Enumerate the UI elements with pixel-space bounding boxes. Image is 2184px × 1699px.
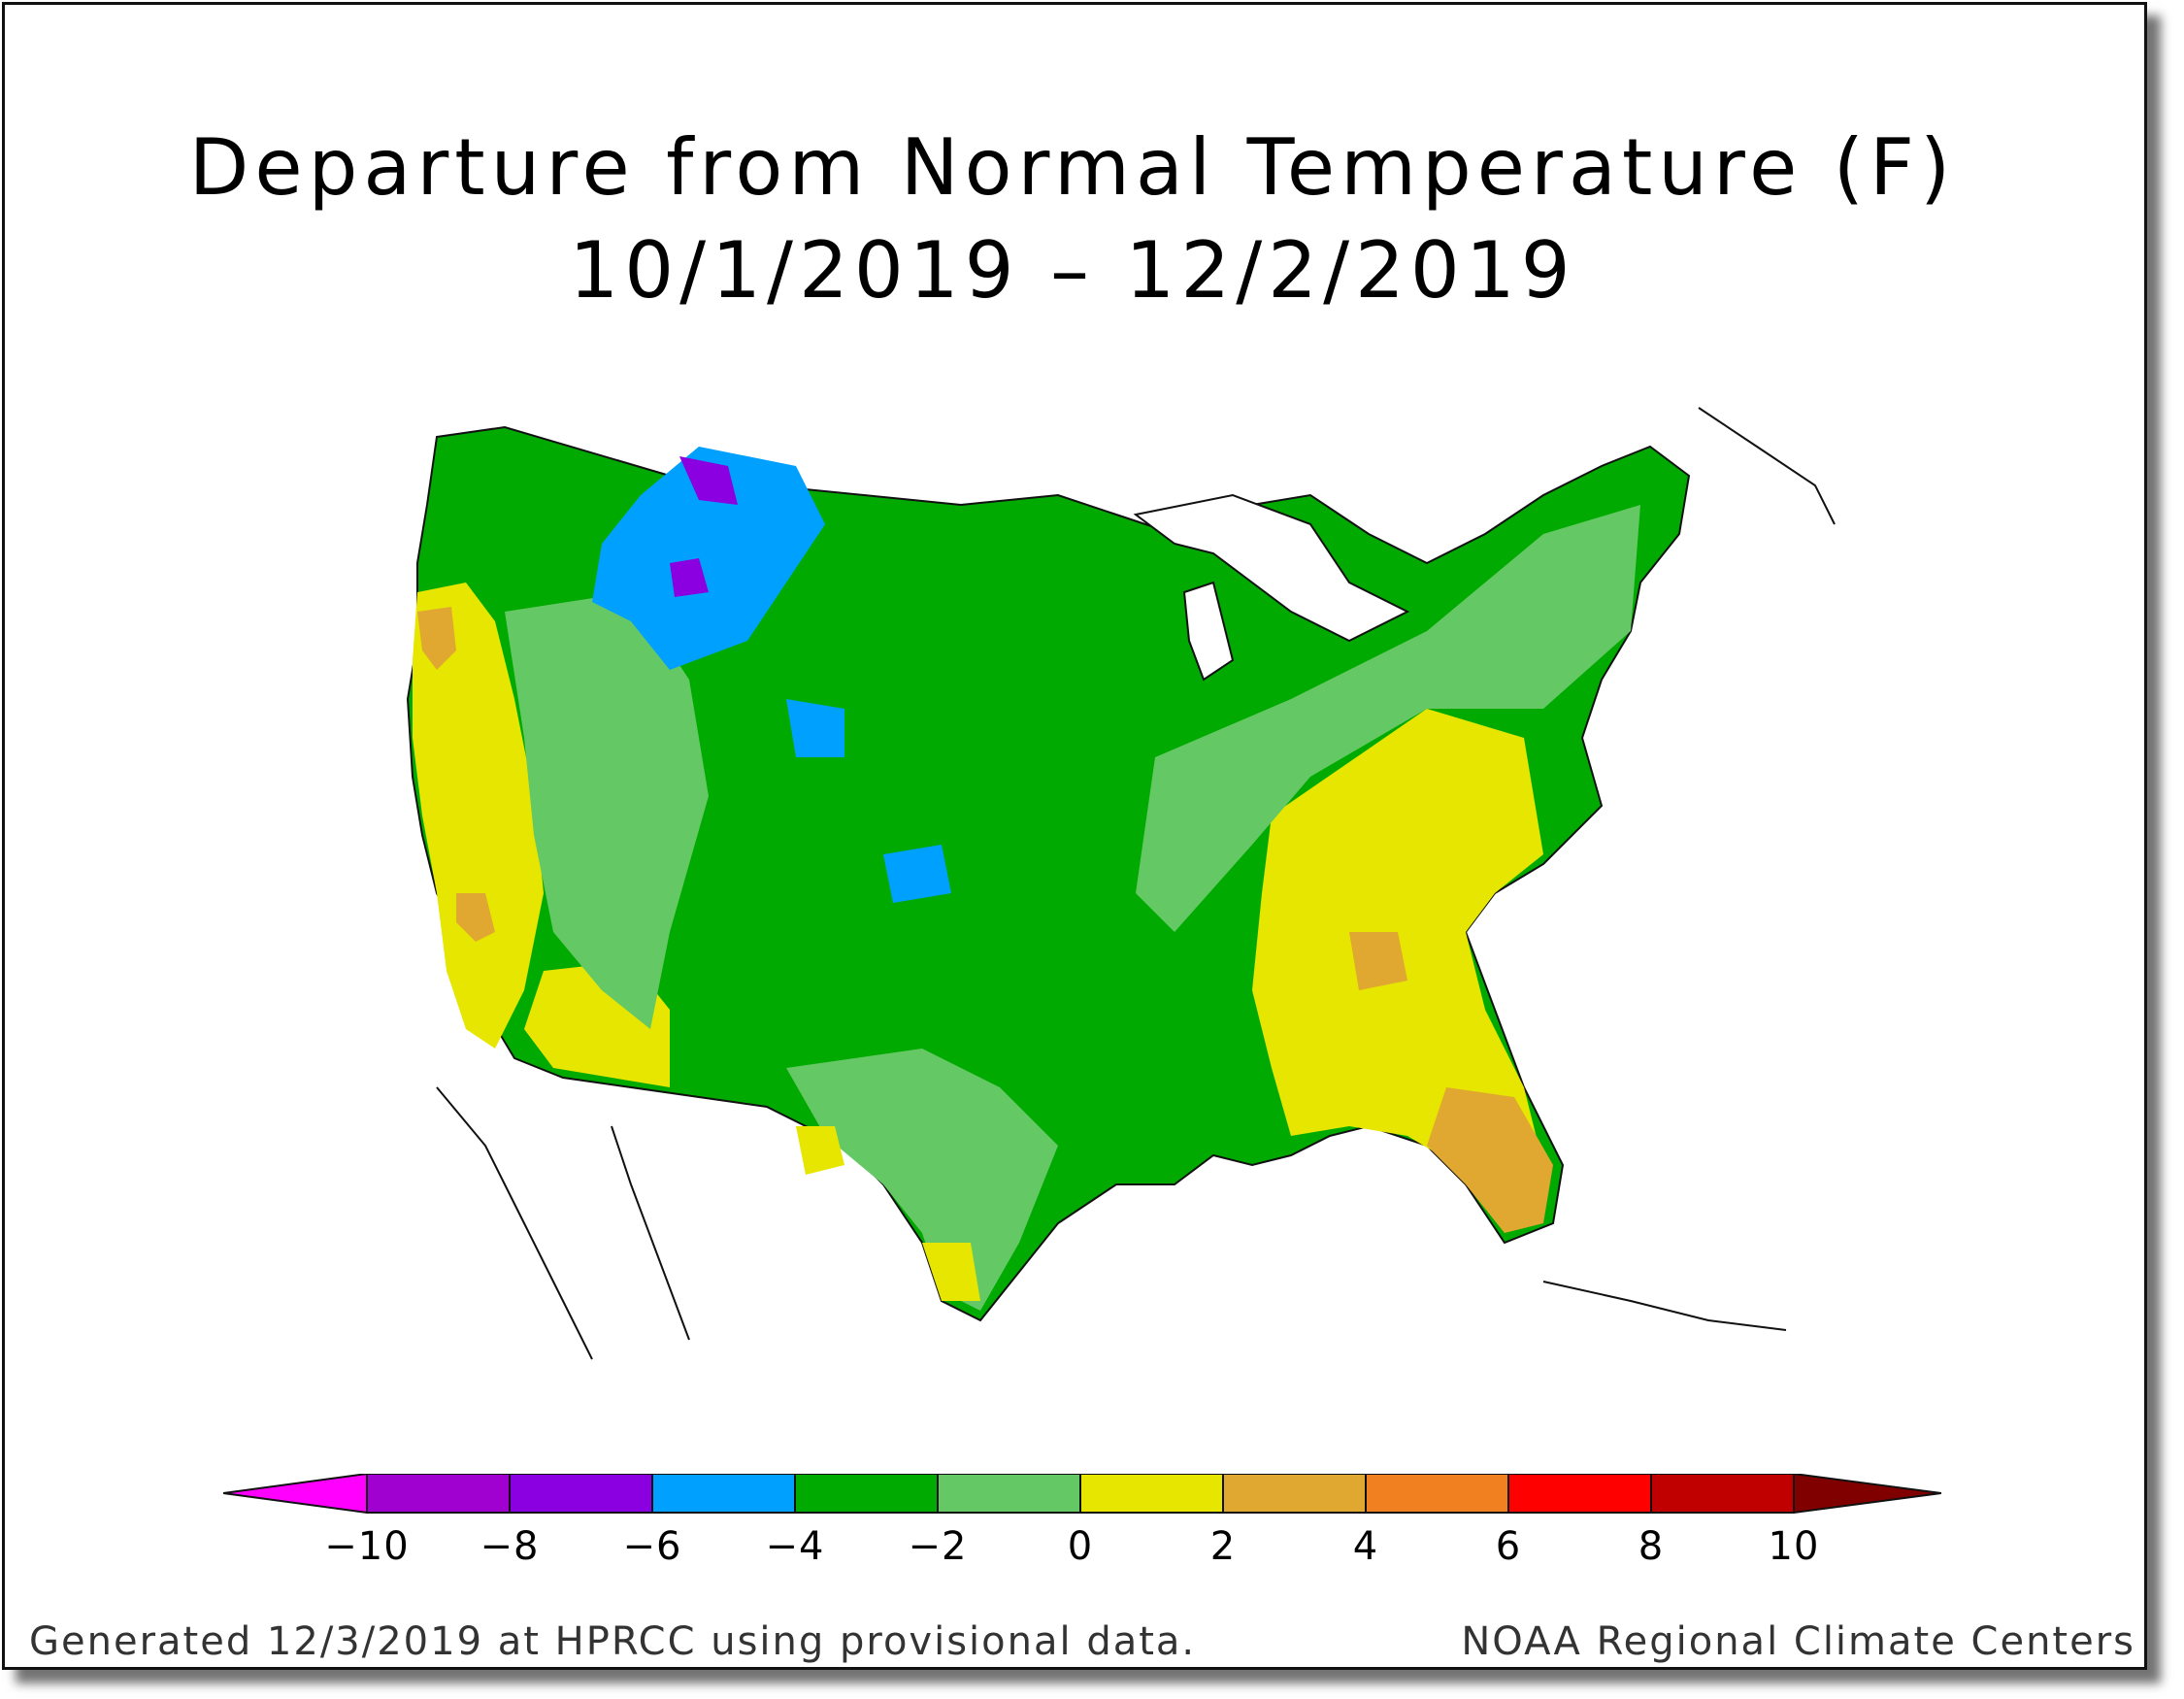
- montana-purple-patch-1: [679, 456, 738, 505]
- south-texas-yellow: [922, 1243, 980, 1301]
- legend-arrow-max: [1793, 1474, 1941, 1515]
- legend-bin-10: [1650, 1474, 1795, 1514]
- legend-bin-8: [1365, 1474, 1509, 1514]
- canada-maritime-coastline: [1698, 407, 1836, 525]
- legend-tick-label: 6: [1495, 1524, 1522, 1569]
- legend-tick-label: −10: [324, 1524, 410, 1569]
- source-credit: NOAA Regional Climate Centers: [1461, 1619, 2135, 1664]
- legend-bin-5: [937, 1474, 1081, 1514]
- oklahoma-blue-patch: [883, 845, 951, 903]
- color-scale-legend: [223, 1474, 1941, 1515]
- cuba-coastline: [1542, 1281, 1787, 1331]
- legend-tick-label: −8: [480, 1524, 540, 1569]
- legend-bin-6: [1079, 1474, 1224, 1514]
- wyoming-purple-patch: [670, 558, 709, 597]
- legend-arrow-min: [223, 1474, 368, 1515]
- legend-bin-3: [651, 1474, 796, 1514]
- socal-orange-patch: [456, 893, 495, 942]
- texas-light-green-region: [786, 1049, 1058, 1311]
- legend-bin-7: [1222, 1474, 1367, 1514]
- legend-bin-9: [1507, 1474, 1652, 1514]
- legend-tick-label: 8: [1638, 1524, 1665, 1569]
- great-lakes-water: [1133, 493, 1410, 643]
- mountain-west-light-green: [505, 592, 709, 1029]
- legend-tick-label: −4: [765, 1524, 825, 1569]
- mexico-baja-coastline: [436, 1086, 593, 1360]
- generated-note: Generated 12/3/2019 at HPRCC using provi…: [29, 1619, 1197, 1664]
- texas-coast-yellow: [796, 1126, 844, 1175]
- legend-bin-2: [509, 1474, 653, 1514]
- georgia-orange-patch: [1349, 932, 1407, 990]
- legend-tick-label: −2: [908, 1524, 968, 1569]
- legend-bin-1: [366, 1474, 511, 1514]
- colorado-blue-patch: [786, 699, 844, 757]
- west-coast-warm-region: [413, 583, 544, 1049]
- california-orange-patch: [417, 607, 456, 670]
- legend-bin-4: [794, 1474, 939, 1514]
- northern-plains-cold-region: [592, 447, 825, 670]
- legend-tick-label: 10: [1768, 1524, 1820, 1569]
- mexico-mainland-coastline: [611, 1125, 690, 1341]
- east-light-green-region: [1136, 505, 1640, 932]
- legend-tick-label: 4: [1352, 1524, 1379, 1569]
- legend-tick-label: −6: [622, 1524, 682, 1569]
- legend-tick-label: 2: [1209, 1524, 1237, 1569]
- map-date-range: 10/1/2019 – 12/2/2019: [569, 225, 1576, 316]
- legend-tick-label: 0: [1067, 1524, 1094, 1569]
- us-temperature-map: [406, 407, 1836, 1360]
- florida-orange-region: [1427, 1087, 1553, 1233]
- map-title: Departure from Normal Temperature (F): [188, 122, 1957, 213]
- lake-michigan-water: [1182, 581, 1235, 682]
